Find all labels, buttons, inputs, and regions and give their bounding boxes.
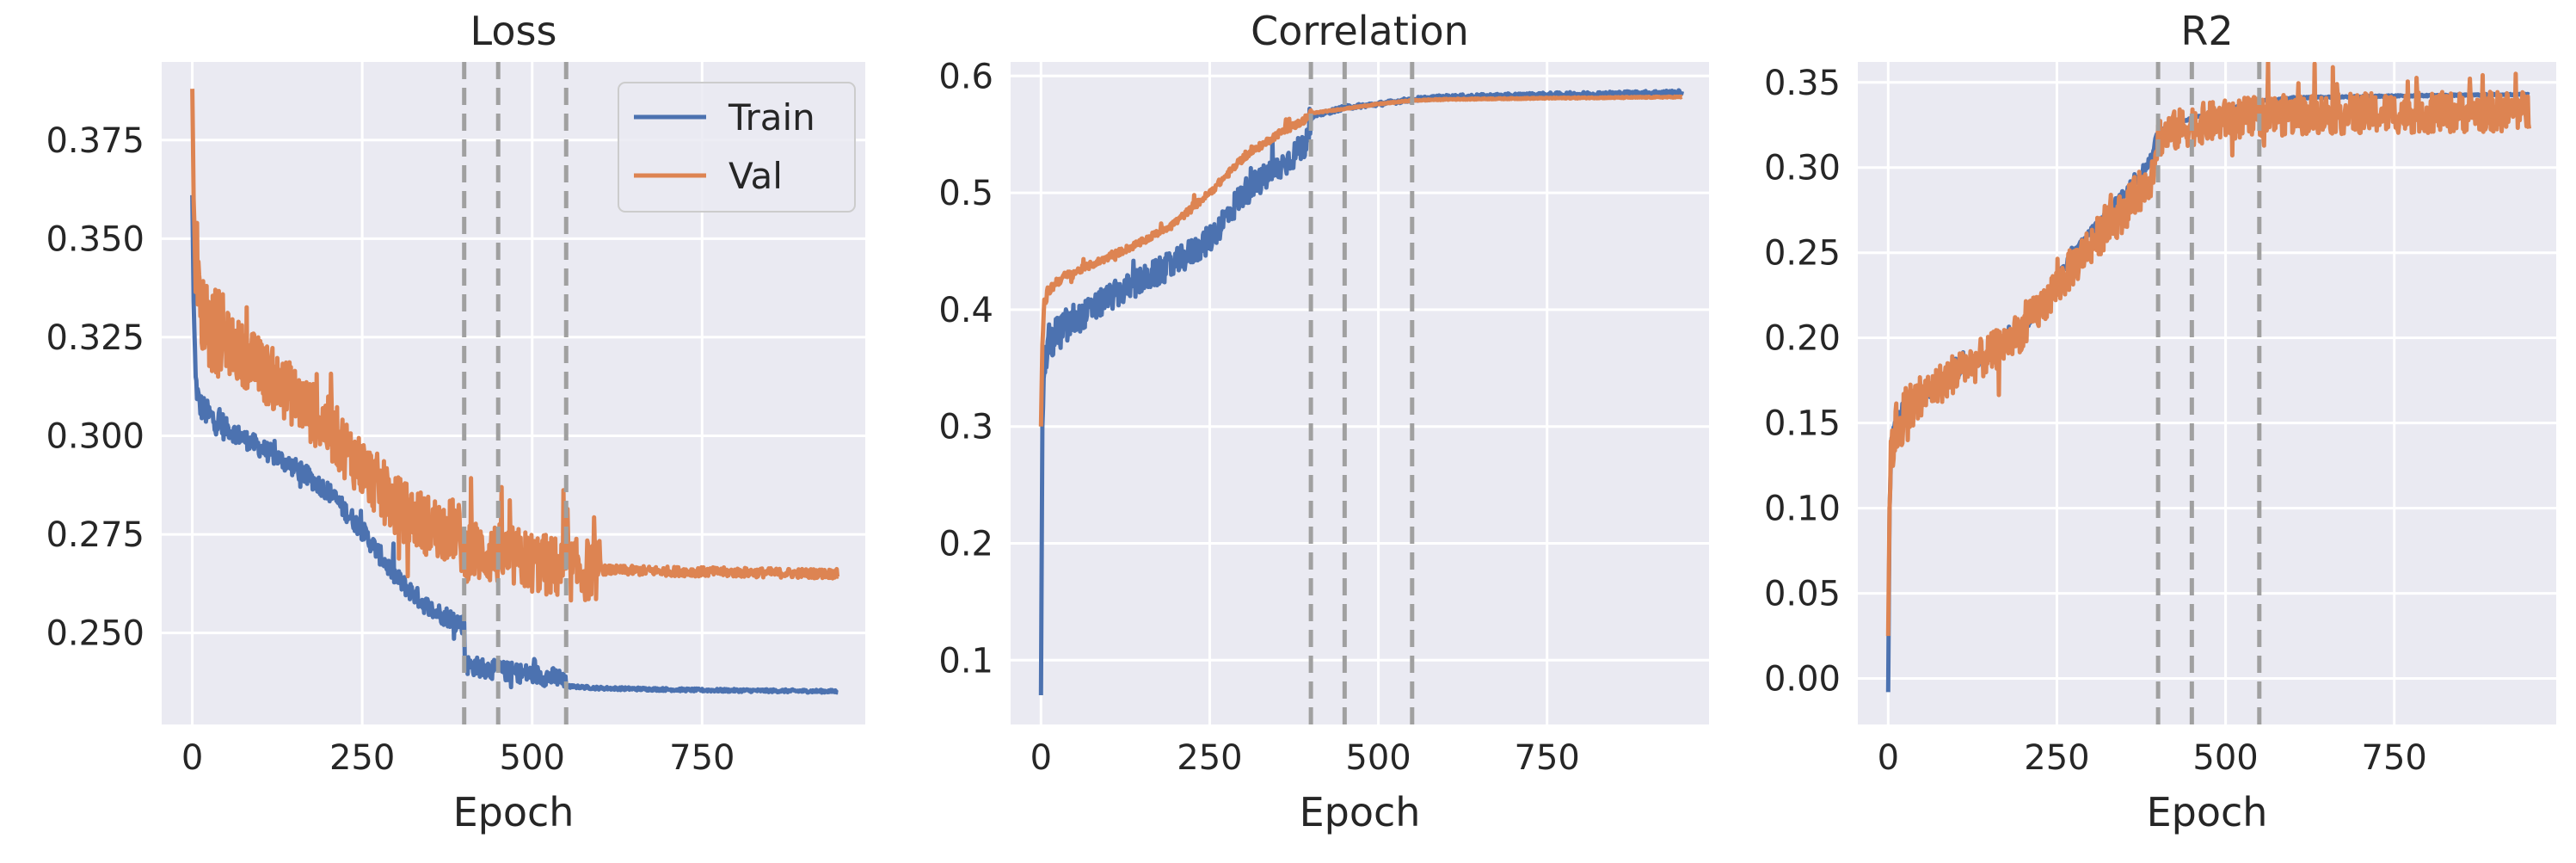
subplot-loss: 0 250 500 750 0.250 0.275 0.300 0.325 0.350 0.375… [46,8,865,835]
y-tick-label: 0.10 [1764,490,1841,529]
y-tick-label: 0.275 [46,515,144,555]
y-tick-label: 0.250 [46,614,144,654]
subplot-correlation: 0 250 500 750 0.1 0.2 0.3 0.4 0.5 0.6 Correlation E… [938,8,1709,835]
plot-area [1858,62,2556,724]
panel-title: Loss [470,8,557,54]
plot-area [1011,62,1709,724]
y-tick-label: 0.15 [1764,404,1841,444]
legend: Train Val [618,82,856,213]
x-tick-label: 750 [2362,738,2427,778]
y-tick-label: 0.35 [1764,64,1841,103]
x-tick-label: 750 [669,738,735,778]
y-tick-label: 0.2 [938,525,993,564]
y-tick-label: 0.30 [1764,149,1841,188]
panel-title: R2 [2180,8,2233,54]
x-axis-label: Epoch [1300,789,1421,835]
y-tick-label: 0.350 [46,219,144,259]
x-tick-label: 500 [500,738,565,778]
x-tick-label: 250 [1177,738,1242,778]
y-tick-label: 0.1 [938,641,993,681]
series-line-val [1885,62,2532,637]
y-tick-label: 0.5 [938,174,993,213]
panel-title: Correlation [1251,8,1469,54]
series-line-train [190,194,840,695]
legend-label-train: Train [728,96,815,139]
y-tick-label: 0.300 [46,417,144,457]
x-axis-label: Epoch [453,789,575,835]
x-tick-label: 500 [1345,738,1411,778]
x-tick-label: 0 [181,738,203,778]
y-tick-label: 0.325 [46,318,144,358]
legend-label-val: Val [729,155,783,197]
subplot-r2: 0 250 500 750 0.00 0.05 0.10 0.15 0.20 0.25 0.30 0.… [1764,8,2556,835]
x-axis-label: Epoch [2147,789,2268,835]
y-tick-label: 0.20 [1764,319,1841,359]
x-tick-label: 750 [1515,738,1580,778]
y-tick-label: 0.4 [938,291,993,330]
series-line-val [190,89,840,603]
y-tick-label: 0.3 [938,408,993,447]
y-tick-label: 0.25 [1764,234,1841,274]
x-tick-label: 0 [1878,738,1899,778]
series-line-val [1038,94,1684,427]
y-tick-label: 0.05 [1764,575,1841,614]
x-tick-label: 250 [2024,738,2089,778]
x-tick-label: 500 [2192,738,2258,778]
y-tick-label: 0.375 [46,121,144,161]
x-tick-label: 0 [1030,738,1052,778]
y-tick-label: 0.00 [1764,660,1841,700]
y-tick-label: 0.6 [938,57,993,96]
x-tick-label: 250 [329,738,395,778]
